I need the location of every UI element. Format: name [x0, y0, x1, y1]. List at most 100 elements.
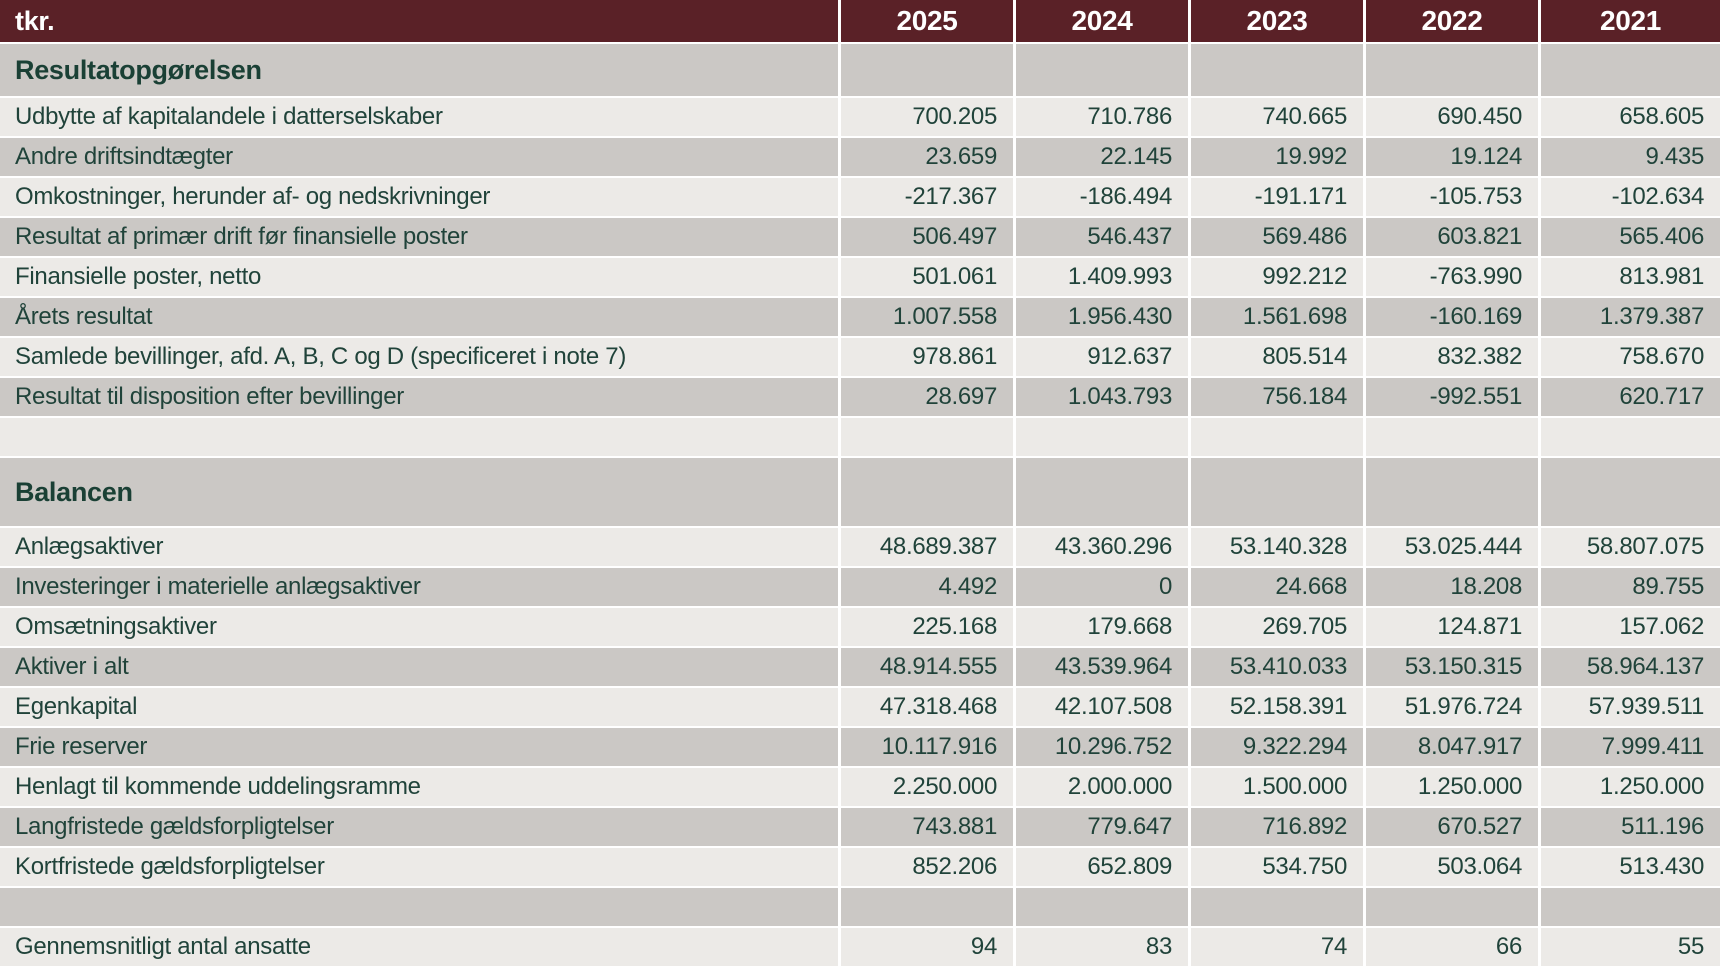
- value-cell: 1.561.698: [1191, 298, 1363, 336]
- row-label: Aktiver i alt: [0, 648, 838, 686]
- table-row: Omkostninger, herunder af- og nedskrivni…: [0, 178, 1720, 216]
- value-cell: 48.914.555: [841, 648, 1013, 686]
- value-cell: 10.117.916: [841, 728, 1013, 766]
- value-cell: 24.668: [1191, 568, 1363, 606]
- table-row: Aktiver i alt 48.914.555 43.539.964 53.410.…: [0, 648, 1720, 686]
- value-cell: -217.367: [841, 178, 1013, 216]
- empty-cell: [1016, 44, 1188, 96]
- value-cell: 603.821: [1366, 218, 1538, 256]
- table-row: Finansielle poster, netto 501.061 1.409.99…: [0, 258, 1720, 296]
- value-cell: 852.206: [841, 848, 1013, 886]
- row-label: Kortfristede gældsforpligtelser: [0, 848, 838, 886]
- value-cell: 43.539.964: [1016, 648, 1188, 686]
- spacer-cell: [841, 418, 1013, 456]
- value-cell: 658.605: [1541, 98, 1720, 136]
- value-cell: 743.881: [841, 808, 1013, 846]
- value-cell: 269.705: [1191, 608, 1363, 646]
- value-cell: 43.360.296: [1016, 528, 1188, 566]
- value-cell: 832.382: [1366, 338, 1538, 376]
- row-label: Frie reserver: [0, 728, 838, 766]
- value-cell: 716.892: [1191, 808, 1363, 846]
- row-label: Investeringer i materielle anlægsaktiver: [0, 568, 838, 606]
- table-row: Kortfristede gældsforpligtelser 852.206 65…: [0, 848, 1720, 886]
- value-cell: 503.064: [1366, 848, 1538, 886]
- value-cell: 66: [1366, 928, 1538, 966]
- empty-cell: [1541, 458, 1720, 526]
- value-cell: 22.145: [1016, 138, 1188, 176]
- empty-cell: [841, 44, 1013, 96]
- value-cell: 1.043.793: [1016, 378, 1188, 416]
- row-label: Andre driftsindtægter: [0, 138, 838, 176]
- value-cell: 2.000.000: [1016, 768, 1188, 806]
- spacer-cell: [1191, 888, 1363, 926]
- table-row: Årets resultat 1.007.558 1.956.430 1.561.69…: [0, 298, 1720, 336]
- value-cell: 55: [1541, 928, 1720, 966]
- year-header-2022: 2022: [1366, 0, 1538, 42]
- section-title: Balancen: [0, 458, 838, 526]
- value-cell: -763.990: [1366, 258, 1538, 296]
- value-cell: 23.659: [841, 138, 1013, 176]
- value-cell: 4.492: [841, 568, 1013, 606]
- value-cell: 58.964.137: [1541, 648, 1720, 686]
- value-cell: 513.430: [1541, 848, 1720, 886]
- row-label: Resultat til disposition efter bevilling…: [0, 378, 838, 416]
- value-cell: 1.250.000: [1541, 768, 1720, 806]
- table-row: Egenkapital 47.318.468 42.107.508 52.158.39…: [0, 688, 1720, 726]
- table-row: Investeringer i materielle anlægsaktiver…: [0, 568, 1720, 606]
- value-cell: 57.939.511: [1541, 688, 1720, 726]
- value-cell: 7.999.411: [1541, 728, 1720, 766]
- row-label: Omkostninger, herunder af- og nedskrivni…: [0, 178, 838, 216]
- table-row: Gennemsnitligt antal ansatte 94 83 74 66 55: [0, 928, 1720, 966]
- year-header-2025: 2025: [841, 0, 1013, 42]
- spacer-cell: [1541, 418, 1720, 456]
- value-cell: 700.205: [841, 98, 1013, 136]
- row-label: Årets resultat: [0, 298, 838, 336]
- spacer-cell: [1016, 418, 1188, 456]
- value-cell: 992.212: [1191, 258, 1363, 296]
- unit-label: tkr.: [0, 0, 838, 42]
- value-cell: 74: [1191, 928, 1363, 966]
- value-cell: 805.514: [1191, 338, 1363, 376]
- row-label: Finansielle poster, netto: [0, 258, 838, 296]
- spacer-row: [0, 888, 1720, 926]
- table-row: Samlede bevillinger, afd. A, B, C og D (…: [0, 338, 1720, 376]
- value-cell: 179.668: [1016, 608, 1188, 646]
- spacer-cell: [1366, 418, 1538, 456]
- year-header-2023: 2023: [1191, 0, 1363, 42]
- row-label: Samlede bevillinger, afd. A, B, C og D (…: [0, 338, 838, 376]
- empty-cell: [1191, 44, 1363, 96]
- value-cell: 18.208: [1366, 568, 1538, 606]
- table-row: Anlægsaktiver 48.689.387 43.360.296 53.140.…: [0, 528, 1720, 566]
- value-cell: 978.861: [841, 338, 1013, 376]
- value-cell: 740.665: [1191, 98, 1363, 136]
- table-row: Omsætningsaktiver 225.168 179.668 269.705 12…: [0, 608, 1720, 646]
- value-cell: 53.140.328: [1191, 528, 1363, 566]
- value-cell: 912.637: [1016, 338, 1188, 376]
- value-cell: 94: [841, 928, 1013, 966]
- value-cell: 83: [1016, 928, 1188, 966]
- spacer-cell: [1016, 888, 1188, 926]
- spacer-cell: [0, 888, 838, 926]
- value-cell: -186.494: [1016, 178, 1188, 216]
- row-label: Gennemsnitligt antal ansatte: [0, 928, 838, 966]
- value-cell: 1.379.387: [1541, 298, 1720, 336]
- value-cell: 546.437: [1016, 218, 1188, 256]
- value-cell: 670.527: [1366, 808, 1538, 846]
- value-cell: 8.047.917: [1366, 728, 1538, 766]
- value-cell: 565.406: [1541, 218, 1720, 256]
- value-cell: 53.410.033: [1191, 648, 1363, 686]
- value-cell: -105.753: [1366, 178, 1538, 216]
- value-cell: 511.196: [1541, 808, 1720, 846]
- section-header-row: Resultatopgørelsen: [0, 44, 1720, 96]
- value-cell: 756.184: [1191, 378, 1363, 416]
- row-label: Langfristede gældsforpligtelser: [0, 808, 838, 846]
- value-cell: 19.124: [1366, 138, 1538, 176]
- value-cell: 620.717: [1541, 378, 1720, 416]
- value-cell: 0: [1016, 568, 1188, 606]
- row-label: Udbytte af kapitalandele i datterselskab…: [0, 98, 838, 136]
- table-row: Frie reserver 10.117.916 10.296.752 9.322.2…: [0, 728, 1720, 766]
- value-cell: 28.697: [841, 378, 1013, 416]
- value-cell: 534.750: [1191, 848, 1363, 886]
- value-cell: 758.670: [1541, 338, 1720, 376]
- spacer-cell: [1366, 888, 1538, 926]
